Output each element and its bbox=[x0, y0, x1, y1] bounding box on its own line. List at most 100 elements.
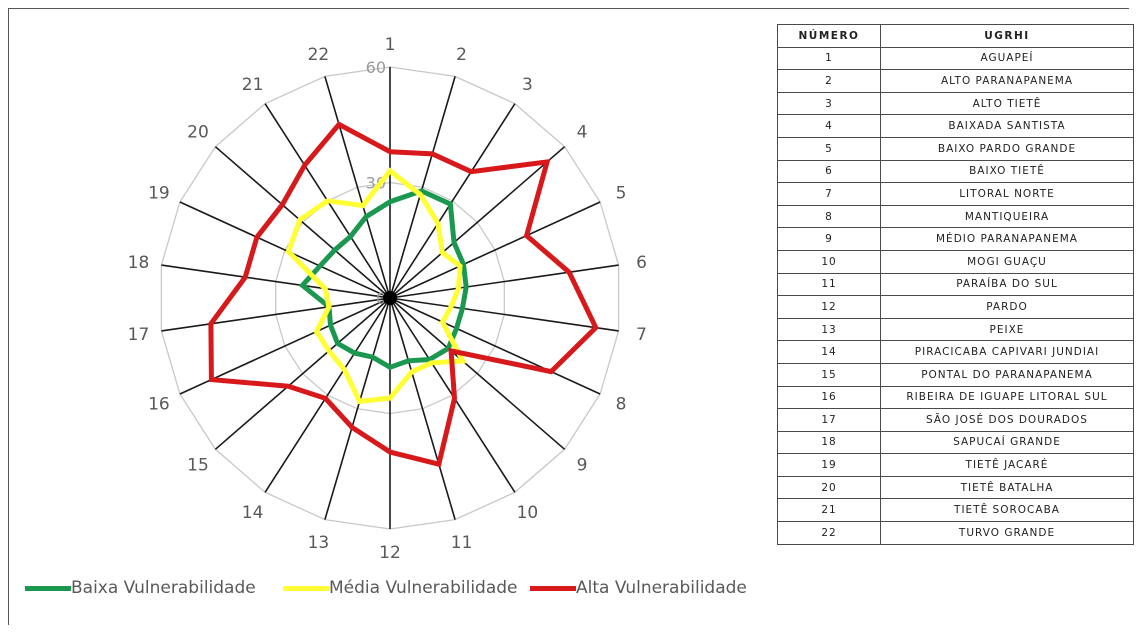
cell-numero: 6 bbox=[777, 159, 881, 184]
figure-frame bbox=[8, 8, 1129, 625]
category-label: 10 bbox=[517, 503, 539, 523]
category-label: 9 bbox=[577, 455, 588, 475]
category-label: 6 bbox=[636, 253, 647, 273]
cell-ugrhi: ALTO TIETÊ bbox=[880, 91, 1134, 116]
cell-ugrhi: TIETÊ JACARÉ bbox=[880, 453, 1134, 477]
legend-item-media: Média Vulnerabilidade bbox=[283, 578, 518, 598]
category-label: 21 bbox=[242, 75, 264, 95]
cell-ugrhi: PIRACICABA CAPIVARI JUNDIAI bbox=[880, 340, 1134, 364]
table-row: 6 BAIXO TIETÊ bbox=[777, 159, 1134, 184]
chart-legend: Baixa Vulnerabilidade Média Vulnerabilid… bbox=[25, 578, 765, 602]
column-header-numero: NÚMERO bbox=[777, 24, 881, 48]
table-row: 20 TIETÊ BATALHA bbox=[777, 475, 1134, 500]
axis-spoke bbox=[389, 264, 619, 299]
series-line-alta bbox=[208, 121, 599, 468]
cell-numero: 8 bbox=[777, 204, 881, 229]
cell-numero: 12 bbox=[777, 295, 881, 319]
series-line-media bbox=[285, 167, 467, 405]
table-row: 16 RIBEIRA DE IGUAPE LITORAL SUL bbox=[777, 385, 1134, 410]
cell-numero: 16 bbox=[777, 385, 881, 410]
cell-numero: 20 bbox=[777, 475, 881, 500]
axis-spoke bbox=[389, 297, 601, 395]
column-header-ugrhi: UGRHI bbox=[880, 24, 1134, 48]
cell-numero: 15 bbox=[777, 362, 881, 387]
table-row: 19 TIETÊ JACARÉ bbox=[777, 453, 1134, 477]
table-row: 1 AGUAPEÍ bbox=[777, 46, 1134, 71]
category-label: 16 bbox=[148, 395, 170, 415]
cell-ugrhi: TURVO GRANDE bbox=[880, 521, 1134, 545]
legend-swatch-baixa bbox=[25, 585, 71, 591]
cell-numero: 3 bbox=[777, 91, 881, 116]
cell-numero: 10 bbox=[777, 249, 881, 274]
table-row: 13 PEIXE bbox=[777, 317, 1134, 342]
category-label: 3 bbox=[522, 75, 533, 95]
axis-spoke bbox=[161, 297, 391, 332]
cell-numero: 2 bbox=[777, 69, 881, 93]
axis-spoke bbox=[324, 76, 391, 299]
table-row: 12 PARDO bbox=[777, 295, 1134, 319]
cell-numero: 22 bbox=[777, 521, 881, 545]
cell-ugrhi: BAIXO PARDO GRANDE bbox=[880, 136, 1134, 161]
legend-swatch-alta bbox=[530, 585, 576, 591]
cell-numero: 1 bbox=[777, 46, 881, 71]
cell-ugrhi: PONTAL DO PARANAPANEMA bbox=[880, 362, 1134, 387]
category-label: 14 bbox=[242, 503, 264, 523]
category-label: 13 bbox=[308, 533, 330, 553]
axis-spoke bbox=[389, 76, 456, 299]
cell-ugrhi: MANTIQUEIRA bbox=[880, 204, 1134, 229]
cell-numero: 11 bbox=[777, 272, 881, 297]
cell-ugrhi: MOGI GUAÇU bbox=[880, 249, 1134, 274]
table-header-row: NÚMERO UGRHI bbox=[777, 24, 1134, 48]
table-row: 15 PONTAL DO PARANAPANEMA bbox=[777, 362, 1134, 387]
category-label: 12 bbox=[379, 543, 401, 563]
category-label: 18 bbox=[128, 253, 150, 273]
category-label: 20 bbox=[187, 123, 209, 143]
radial-tick-label: 60 bbox=[366, 58, 386, 77]
cell-numero: 5 bbox=[777, 136, 881, 161]
category-label: 8 bbox=[616, 395, 627, 415]
cell-ugrhi: PEIXE bbox=[880, 317, 1134, 342]
category-label: 5 bbox=[616, 183, 627, 203]
cell-numero: 18 bbox=[777, 430, 881, 455]
table-row: 3 ALTO TIETÊ bbox=[777, 91, 1134, 116]
axis-spoke bbox=[389, 297, 566, 450]
category-label: 17 bbox=[128, 325, 150, 345]
cell-numero: 19 bbox=[777, 453, 881, 477]
category-label: 19 bbox=[148, 183, 170, 203]
table-row: 18 SAPUCAÍ GRANDE bbox=[777, 430, 1134, 455]
series-line-baixa bbox=[298, 188, 469, 371]
category-label: 22 bbox=[308, 45, 330, 65]
cell-numero: 17 bbox=[777, 408, 881, 432]
radial-tick-label: 0 bbox=[376, 289, 386, 308]
legend-swatch-media bbox=[283, 585, 329, 591]
legend-item-baixa: Baixa Vulnerabilidade bbox=[25, 578, 256, 598]
cell-ugrhi: TIETÊ SOROCABA bbox=[880, 498, 1134, 523]
cell-numero: 21 bbox=[777, 498, 881, 523]
cell-ugrhi: ALTO PARANAPANEMA bbox=[880, 69, 1134, 93]
cell-ugrhi: MÉDIO PARANAPANEMA bbox=[880, 227, 1134, 251]
cell-numero: 14 bbox=[777, 340, 881, 364]
axis-spoke bbox=[179, 201, 391, 299]
legend-label-alta: Alta Vulnerabilidade bbox=[576, 578, 747, 598]
axis-spoke bbox=[389, 201, 601, 299]
axis-spoke bbox=[214, 297, 391, 450]
table-row: 7 LITORAL NORTE bbox=[777, 182, 1134, 206]
category-label: 1 bbox=[385, 35, 396, 55]
cell-ugrhi: PARAÍBA DO SUL bbox=[880, 272, 1134, 297]
legend-item-alta: Alta Vulnerabilidade bbox=[530, 578, 747, 598]
axis-spoke bbox=[389, 297, 456, 520]
cell-ugrhi: SAPUCAÍ GRANDE bbox=[880, 430, 1134, 455]
axis-spoke bbox=[324, 297, 391, 520]
table-row: 9 MÉDIO PARANAPANEMA bbox=[777, 227, 1134, 251]
table-row: 17 SÃO JOSÉ DOS DOURADOS bbox=[777, 408, 1134, 432]
cell-ugrhi: LITORAL NORTE bbox=[880, 182, 1134, 206]
cell-numero: 13 bbox=[777, 317, 881, 342]
cell-ugrhi: BAIXADA SANTISTA bbox=[880, 114, 1134, 138]
table-row: 21 TIETÊ SOROCABA bbox=[777, 498, 1134, 523]
category-label: 15 bbox=[187, 455, 209, 475]
axis-spoke bbox=[214, 146, 391, 299]
radial-tick-label: 30 bbox=[366, 174, 386, 193]
cell-ugrhi: AGUAPEÍ bbox=[880, 46, 1134, 71]
table-row: 8 MANTIQUEIRA bbox=[777, 204, 1134, 229]
cell-ugrhi: SÃO JOSÉ DOS DOURADOS bbox=[880, 408, 1134, 432]
